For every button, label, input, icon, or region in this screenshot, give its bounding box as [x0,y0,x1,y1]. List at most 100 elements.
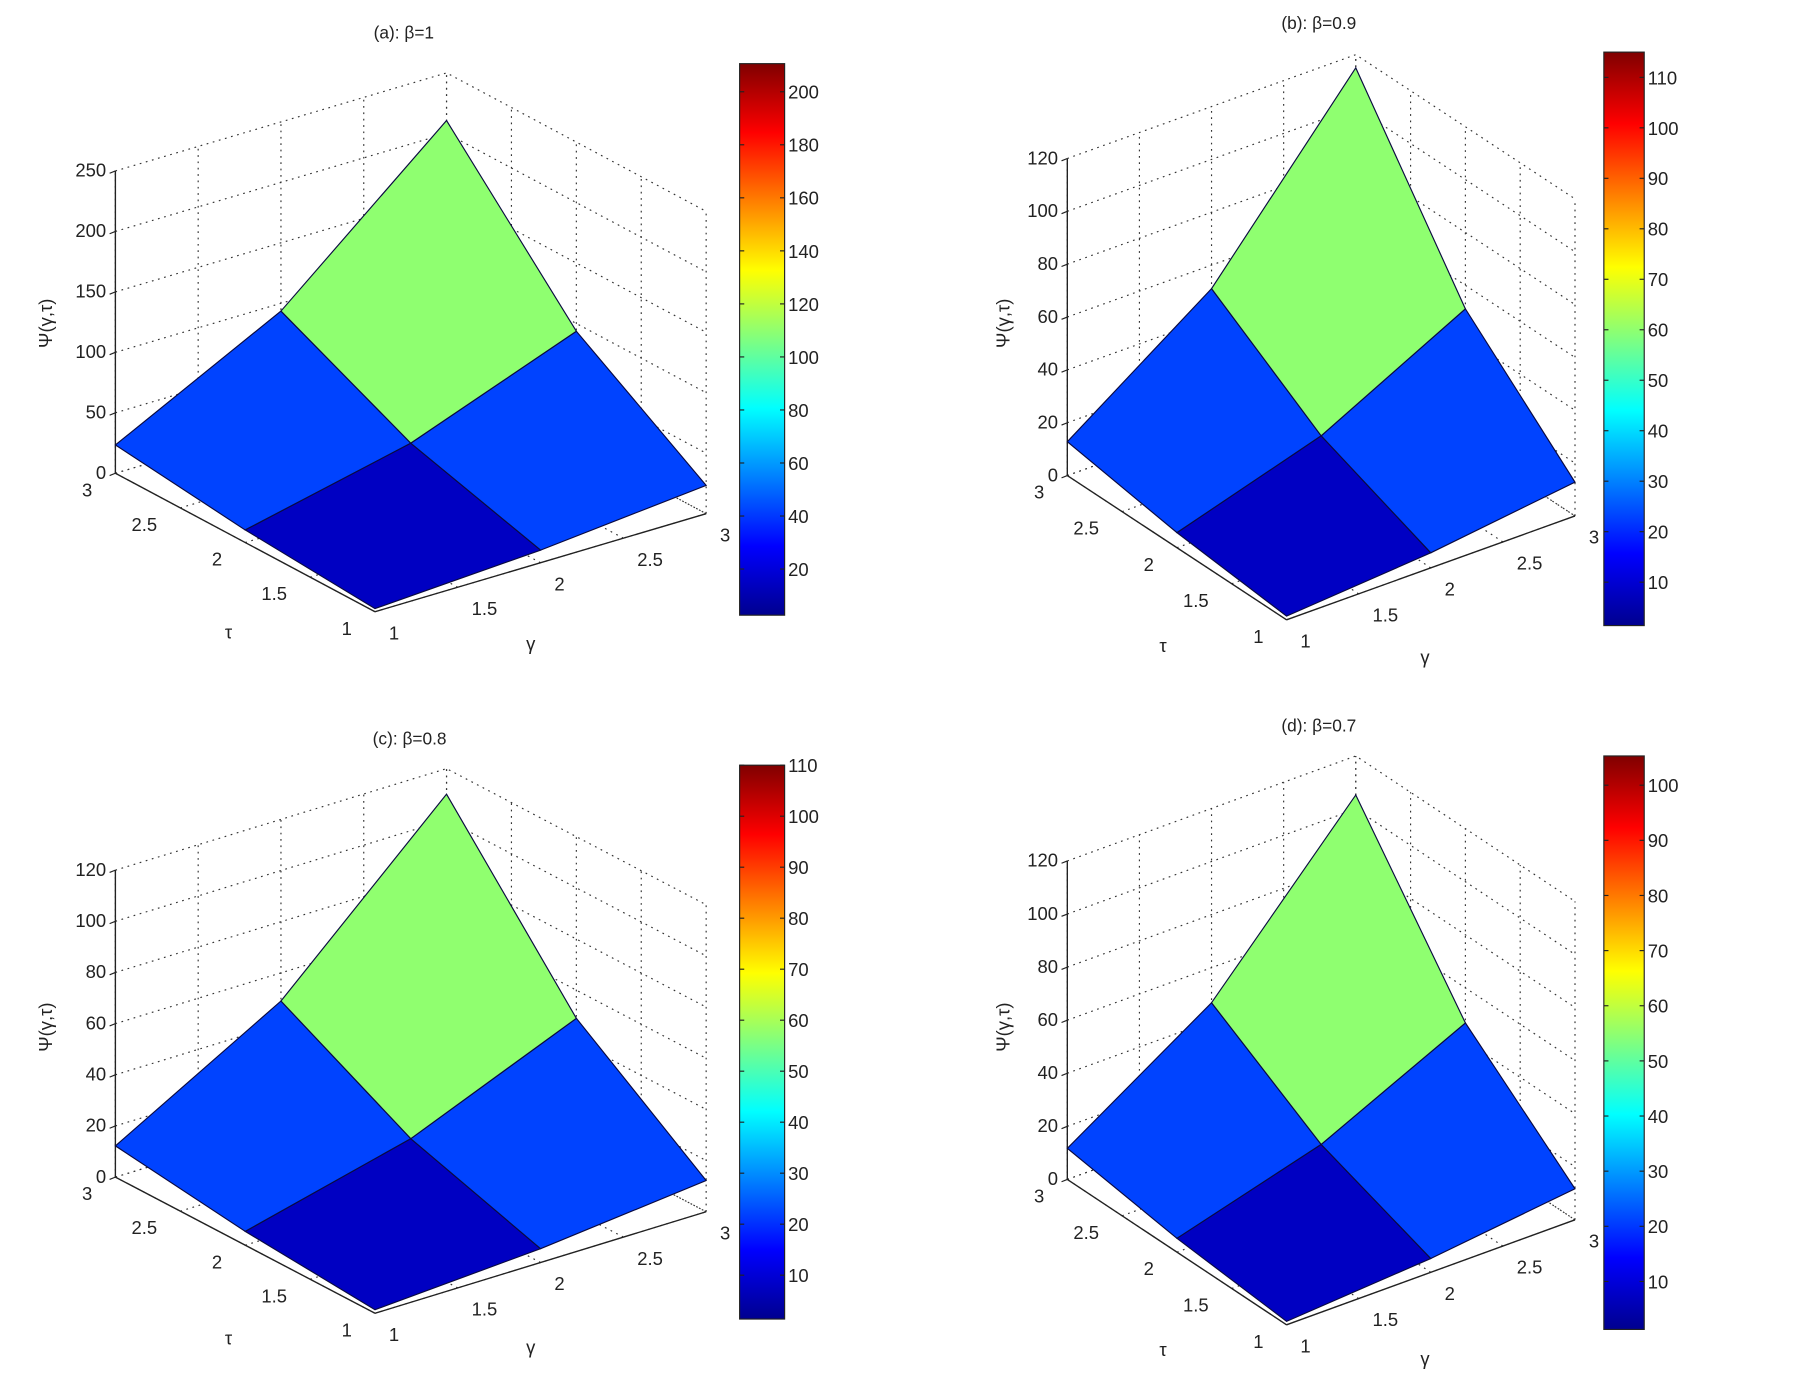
gridline [115,870,707,1008]
gridline [115,253,707,394]
tau-tick-label: 1 [342,618,352,639]
gamma-axis [1286,515,1576,621]
colorbar-tick-label: 100 [1648,118,1679,139]
gamma-axis-label: γ [526,1337,536,1358]
colorbar-tick-label: 70 [1648,941,1669,962]
z-tick-label: 100 [1027,200,1058,221]
gridline [1067,808,1576,955]
colorbar-tick-label: 80 [1648,885,1669,906]
z-tick [109,291,116,295]
surface-patch [280,119,578,444]
tau-tick-label: 2 [212,549,222,570]
z-tick-label: 80 [86,961,107,982]
colorbar-tick-label: 50 [788,1061,809,1082]
tau-axis-label: τ [225,621,233,642]
gridline [115,193,707,333]
gamma-tick-label: 1.5 [472,598,498,619]
tau-tick-label: 2 [212,1251,222,1272]
z-tick-label: 100 [75,910,106,931]
gridline [115,819,707,957]
colorbar-tick-label: 40 [1648,421,1669,442]
colorbar-tick-label: 20 [788,1214,809,1235]
z-tick-label: 80 [1038,253,1059,274]
colorbar-tick-label: 100 [788,806,819,827]
colorbar-tick-label: 120 [788,294,819,315]
tau-tick-label: 1 [342,1319,352,1340]
z-tick [109,472,116,477]
colorbar-tick-label: 160 [788,188,819,209]
colorbar-tick-label: 60 [1648,996,1669,1017]
gridline [1067,212,1576,358]
z-tick [109,170,116,174]
tau-tick-label: 1 [1253,626,1263,647]
z-tick-label: 250 [75,160,106,181]
colorbar [1603,51,1645,627]
tau-tick-label: 3 [1034,1186,1044,1207]
colorbar-tick-label: 80 [788,400,809,421]
z-tick [1061,475,1068,479]
colorbar-tick-label: 100 [1648,775,1679,796]
gamma-tick-label: 2 [554,1273,564,1294]
z-tick-label: 40 [86,1064,107,1085]
gridline [1067,54,1576,200]
subplot-b: 0 20 40 60 80 100 120 1 1.5 2 2.5 3 1 1.5 2 2.5 3 (b): β=… [993,13,1679,668]
colorbar-tick-label: 30 [788,1163,809,1184]
z-tick-label: 40 [1038,359,1059,380]
colorbar-tick-label: 10 [788,1265,809,1286]
z-tick-label: 200 [75,220,106,241]
gamma-tick-label: 2 [1445,1283,1455,1304]
tau-tick-label: 1.5 [261,583,287,604]
gamma-tick-label: 1.5 [472,1299,498,1320]
subplot-a: 0 50 100 150 200 250 1 1.5 2 2.5 3 1 1.5 2 2.5 3 (a): β=… [35,22,819,654]
colorbar-tick-label: 20 [788,559,809,580]
gamma-tick-label: 1 [389,1324,399,1345]
z-tick-label: 120 [1027,850,1058,871]
colorbar-tick-label: 10 [1648,572,1669,593]
z-axis-label: Ψ(γ,τ) [993,299,1014,348]
colorbar-tick-label: 90 [1648,830,1669,851]
z-tick [109,971,116,976]
gamma-tick-label: 1 [1300,631,1310,652]
tau-axis-label: τ [1159,1339,1167,1360]
tau-tick-label: 3 [82,1183,92,1204]
colorbar-tick-label: 110 [1648,67,1677,88]
z-tick-label: 150 [75,281,106,302]
z-tick [1061,422,1068,426]
z-tick [1061,1125,1068,1130]
tau-tick-label: 1 [1253,1331,1263,1352]
tau-axis-label: τ [225,1327,233,1348]
tau-axis [1066,1178,1287,1326]
z-tick-label: 80 [1038,956,1059,977]
gridline [1067,755,1576,902]
gamma-tick-label: 3 [720,524,730,545]
colorbar-tick-label: 180 [788,135,819,156]
gridline [115,972,707,1110]
colorbar-tick-label: 60 [788,1010,809,1031]
z-tick [1061,210,1068,215]
z-tick [1061,1019,1068,1024]
tau-tick-label: 3 [82,479,92,500]
colorbar-tick-label: 110 [788,755,817,776]
z-tick-label: 0 [1048,464,1058,485]
z-tick [1061,263,1068,268]
tau-tick-label: 2 [1144,554,1154,575]
gamma-tick-label: 1 [1300,1336,1310,1357]
z-tick [109,869,116,873]
z-tick-label: 40 [1038,1062,1059,1083]
tau-tick-label: 2.5 [1073,518,1099,539]
gridline [115,767,707,906]
tau-axis [115,1176,376,1314]
subplot-title: (c): β=0.8 [373,728,447,748]
colorbar-tick-label: 30 [1648,1161,1669,1182]
colorbar-tick-label: 40 [788,506,809,527]
colorbar-tick-label: 40 [788,1112,809,1133]
colorbar [739,764,786,1320]
surface-patch [1210,66,1467,437]
z-tick-label: 120 [1027,147,1058,168]
tau-tick-label: 2.5 [132,1217,158,1238]
tau-tick-label: 2 [1144,1258,1154,1279]
gamma-tick-label: 1.5 [1373,1309,1399,1330]
z-tick [109,1023,116,1027]
gridline [1067,106,1576,253]
z-tick-label: 60 [1038,306,1059,327]
